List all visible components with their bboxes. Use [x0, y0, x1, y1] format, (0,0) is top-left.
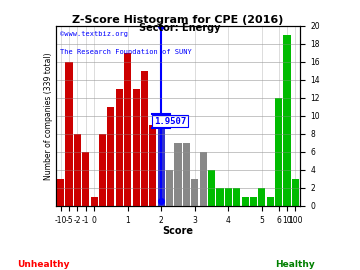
Bar [225, 188, 232, 206]
Bar [66, 62, 73, 206]
Bar [216, 188, 224, 206]
Title: Z-Score Histogram for CPE (2016): Z-Score Histogram for CPE (2016) [72, 15, 284, 25]
Bar [91, 197, 98, 206]
Bar [149, 125, 157, 206]
Bar [141, 71, 148, 206]
Bar [267, 197, 274, 206]
Bar [233, 188, 240, 206]
Bar [183, 143, 190, 206]
Bar [175, 143, 181, 206]
Text: The Research Foundation of SUNY: The Research Foundation of SUNY [60, 49, 192, 55]
Y-axis label: Number of companies (339 total): Number of companies (339 total) [44, 52, 53, 180]
X-axis label: Score: Score [162, 226, 194, 236]
Text: Healthy: Healthy [275, 260, 315, 269]
Bar [74, 134, 81, 206]
Bar [107, 107, 114, 206]
Bar [82, 152, 89, 206]
Bar [283, 35, 291, 206]
Bar [292, 179, 299, 206]
Text: 1.9507: 1.9507 [154, 117, 186, 126]
Bar [242, 197, 249, 206]
Text: Sector: Energy: Sector: Energy [139, 23, 221, 33]
Bar [191, 179, 198, 206]
Bar [275, 98, 282, 206]
Bar [258, 188, 265, 206]
Bar [132, 89, 140, 206]
Bar [124, 53, 131, 206]
Bar [199, 152, 207, 206]
Text: Unhealthy: Unhealthy [17, 260, 69, 269]
Bar [99, 134, 106, 206]
Bar [208, 170, 215, 206]
Bar [116, 89, 123, 206]
Text: ©www.textbiz.org: ©www.textbiz.org [60, 31, 129, 37]
Bar [57, 179, 64, 206]
Bar [250, 197, 257, 206]
Bar [166, 170, 173, 206]
Bar [158, 125, 165, 206]
